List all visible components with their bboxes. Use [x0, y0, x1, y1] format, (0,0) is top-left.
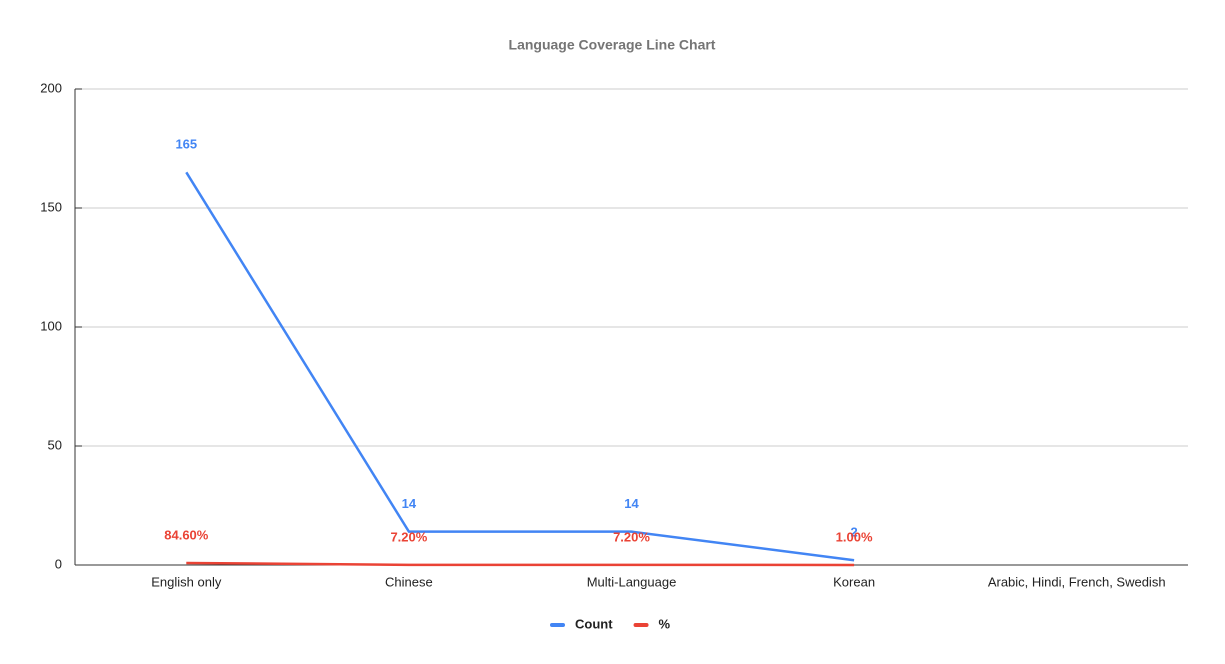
x-tick-label: Chinese	[385, 574, 433, 589]
x-tick-label: Multi-Language	[587, 574, 677, 589]
y-tick-label: 50	[48, 437, 62, 452]
y-tick-label: 0	[55, 556, 62, 571]
chart-title: Language Coverage Line Chart	[509, 37, 716, 53]
series-line	[185, 171, 855, 562]
x-tick-label: English only	[151, 574, 222, 589]
data-label: 84.60%	[164, 527, 209, 542]
data-label: 2	[850, 525, 857, 540]
x-tick-label: Korean	[833, 574, 875, 589]
y-tick-label: 200	[40, 80, 62, 95]
data-label: 14	[402, 496, 417, 511]
data-label: 7.20%	[390, 529, 427, 544]
legend-label: Count	[575, 616, 613, 631]
legend-label: %	[659, 616, 671, 631]
y-tick-label: 100	[40, 318, 62, 333]
x-tick-label: Arabic, Hindi, French, Swedish	[988, 574, 1166, 589]
series-line	[186, 561, 855, 567]
data-label: 1.00%	[836, 529, 873, 544]
data-label: 165	[175, 137, 197, 152]
data-label: 7.20%	[613, 529, 650, 544]
y-tick-label: 150	[40, 199, 62, 214]
legend-swatch	[550, 623, 565, 627]
data-label: 14	[624, 496, 639, 511]
legend-swatch	[633, 623, 649, 627]
